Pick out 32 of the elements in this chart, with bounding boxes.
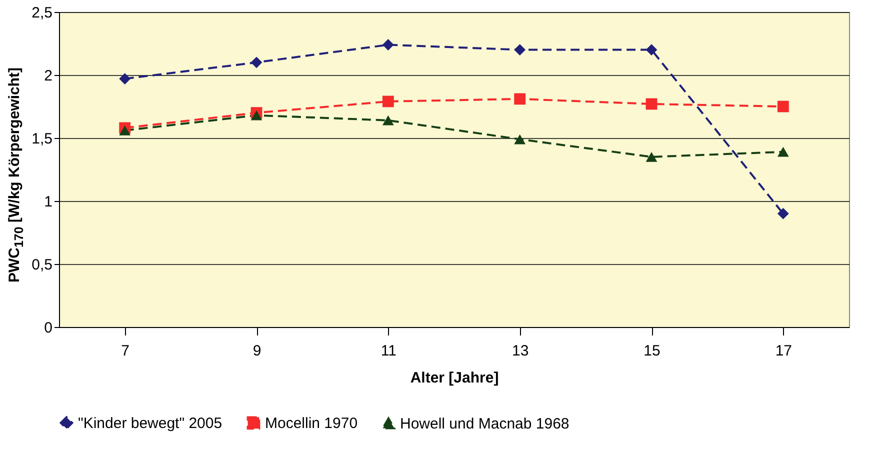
point bbox=[646, 152, 658, 162]
point bbox=[382, 39, 394, 50]
x-tick-label: 9 bbox=[252, 342, 262, 360]
point bbox=[646, 98, 658, 110]
y-tick-label: 2,5 bbox=[32, 4, 52, 22]
x-tick-label: 13 bbox=[512, 342, 529, 360]
point bbox=[119, 126, 131, 136]
x-tick-label: 7 bbox=[121, 342, 130, 360]
legend-label: Howell und Macnab 1968 bbox=[400, 415, 570, 432]
point bbox=[119, 73, 131, 84]
point bbox=[250, 110, 262, 120]
y-tick-label: 0 bbox=[44, 320, 52, 336]
point bbox=[514, 134, 526, 144]
point bbox=[382, 115, 394, 126]
point bbox=[514, 44, 526, 56]
point bbox=[646, 44, 658, 56]
point bbox=[777, 208, 789, 220]
legend-label: "Kinder bewegt" 2005 bbox=[78, 414, 222, 432]
legend-label: Mocellin 1970 bbox=[265, 414, 358, 432]
x-tick-label: 11 bbox=[380, 342, 396, 360]
y-tick-label: 2 bbox=[44, 68, 52, 84]
point bbox=[777, 100, 789, 112]
point bbox=[250, 56, 262, 68]
y-tick-label: 0,5 bbox=[32, 256, 52, 274]
point bbox=[777, 146, 789, 157]
x-axis-title: Alter [Jahre] bbox=[410, 370, 499, 386]
point bbox=[382, 96, 394, 108]
x-tick-label: 17 bbox=[775, 342, 792, 360]
x-tick-label: 15 bbox=[644, 342, 660, 360]
y-tick-label: 1,5 bbox=[32, 130, 52, 148]
y-tick-label: 1 bbox=[44, 194, 52, 210]
point bbox=[514, 93, 526, 105]
